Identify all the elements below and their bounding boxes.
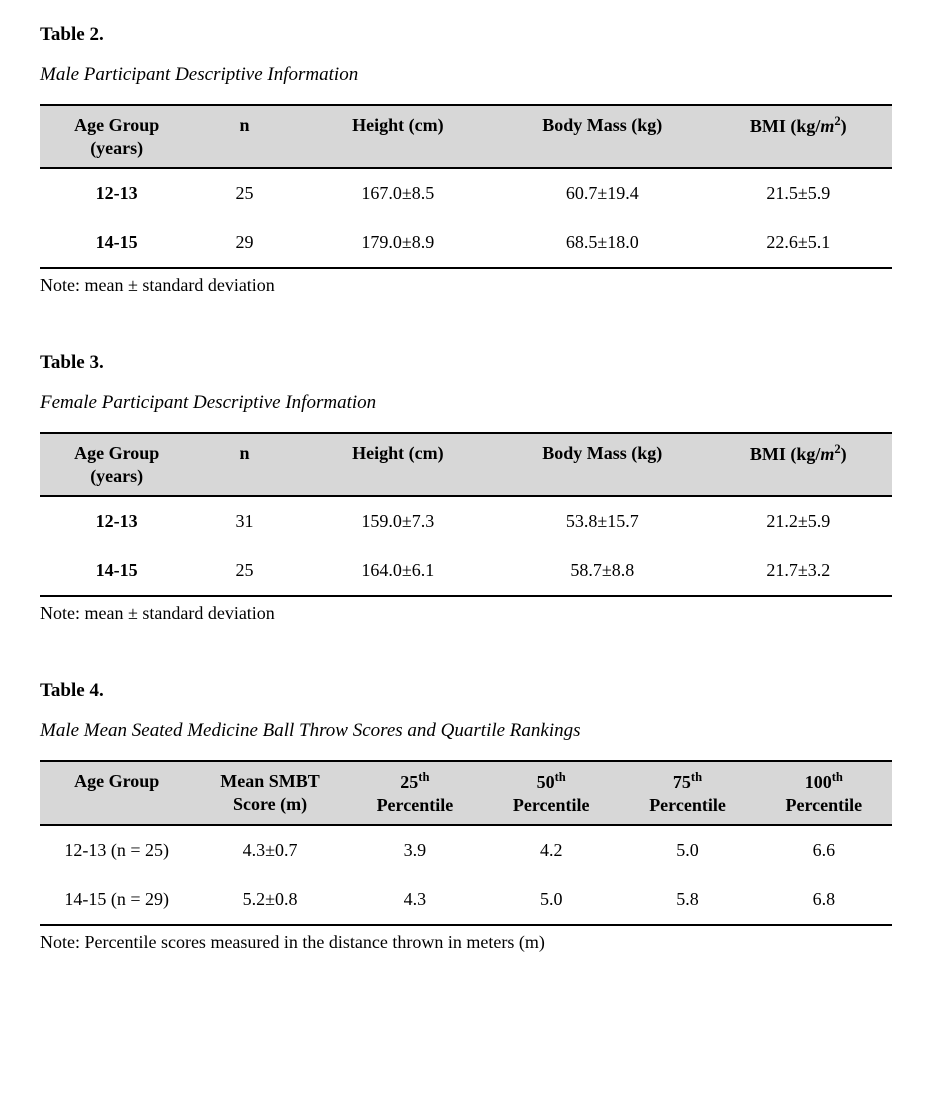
table-2-row-1-head: 14-15 xyxy=(40,218,193,268)
table-2-row-1-cell-0: 29 xyxy=(193,218,295,268)
table-row: 12-1331159.0±7.353.8±15.721.2±5.9 xyxy=(40,496,892,546)
table-4-body: 12-13 (n = 25)4.3±0.73.94.25.06.614-15 (… xyxy=(40,825,892,925)
table-2-row-0-cell-2: 60.7±19.4 xyxy=(500,168,704,218)
table-2-row-1-cell-2: 68.5±18.0 xyxy=(500,218,704,268)
table-2-col-0: Age Group(years) xyxy=(40,105,193,168)
table-2-col-3: Body Mass (kg) xyxy=(500,105,704,168)
table-2-row-1-cell-1: 179.0±8.9 xyxy=(296,218,500,268)
table-row: 14-1529179.0±8.968.5±18.022.6±5.1 xyxy=(40,218,892,268)
table-3-row-1-head: 14-15 xyxy=(40,546,193,596)
table-4-row-1-cell-0: 5.2±0.8 xyxy=(193,875,346,925)
table-2-head: Age Group(years)nHeight (cm)Body Mass (k… xyxy=(40,105,892,168)
table-4-col-5: 100thPercentile xyxy=(756,761,892,825)
table-3-block: Table 3. Female Participant Descriptive … xyxy=(40,352,892,624)
table-4-row-1-head: 14-15 (n = 29) xyxy=(40,875,193,925)
table-row: 14-15 (n = 29)5.2±0.84.35.05.86.8 xyxy=(40,875,892,925)
table-4-row-0-head: 12-13 (n = 25) xyxy=(40,825,193,875)
table-4-col-1: Mean SMBTScore (m) xyxy=(193,761,346,825)
table-2-row-0-head: 12-13 xyxy=(40,168,193,218)
table-3-col-2: Height (cm) xyxy=(296,433,500,496)
table-3-row-1-cell-3: 21.7±3.2 xyxy=(705,546,892,596)
table-3: Age Group(years)nHeight (cm)Body Mass (k… xyxy=(40,432,892,597)
table-3-row-1-cell-2: 58.7±8.8 xyxy=(500,546,704,596)
table-3-head: Age Group(years)nHeight (cm)Body Mass (k… xyxy=(40,433,892,496)
table-3-row-1-cell-1: 164.0±6.1 xyxy=(296,546,500,596)
table-2-row-0-cell-0: 25 xyxy=(193,168,295,218)
table-2-head-row: Age Group(years)nHeight (cm)Body Mass (k… xyxy=(40,105,892,168)
table-2-block: Table 2. Male Participant Descriptive In… xyxy=(40,24,892,296)
table-3-caption: Female Participant Descriptive Informati… xyxy=(40,392,892,414)
table-2-body: 12-1325167.0±8.560.7±19.421.5±5.914-1529… xyxy=(40,168,892,268)
table-4-col-0: Age Group xyxy=(40,761,193,825)
table-4-row-0-cell-0: 4.3±0.7 xyxy=(193,825,346,875)
table-2-note: Note: mean ± standard deviation xyxy=(40,275,892,296)
table-2-row-0-cell-3: 21.5±5.9 xyxy=(705,168,892,218)
table-4-row-1-cell-4: 6.8 xyxy=(756,875,892,925)
table-4-row-1-cell-1: 4.3 xyxy=(347,875,483,925)
table-3-row-0-cell-0: 31 xyxy=(193,496,295,546)
table-4-row-0-cell-2: 4.2 xyxy=(483,825,619,875)
table-4-head: Age GroupMean SMBTScore (m)25thPercentil… xyxy=(40,761,892,825)
table-4-label: Table 4. xyxy=(40,680,892,702)
table-4-row-0-cell-4: 6.6 xyxy=(756,825,892,875)
table-4-caption: Male Mean Seated Medicine Ball Throw Sco… xyxy=(40,720,892,742)
table-4-block: Table 4. Male Mean Seated Medicine Ball … xyxy=(40,680,892,953)
table-4-row-0-cell-1: 3.9 xyxy=(347,825,483,875)
table-2-col-4: BMI (kg/m2) xyxy=(705,105,892,168)
table-2-label: Table 2. xyxy=(40,24,892,46)
table-4-row-1-cell-2: 5.0 xyxy=(483,875,619,925)
table-4-row-1-cell-3: 5.8 xyxy=(619,875,755,925)
table-row: 12-13 (n = 25)4.3±0.73.94.25.06.6 xyxy=(40,825,892,875)
table-2-row-0-cell-1: 167.0±8.5 xyxy=(296,168,500,218)
table-4-col-2: 25thPercentile xyxy=(347,761,483,825)
table-3-row-0-head: 12-13 xyxy=(40,496,193,546)
page: Table 2. Male Participant Descriptive In… xyxy=(0,0,932,993)
table-4-head-row: Age GroupMean SMBTScore (m)25thPercentil… xyxy=(40,761,892,825)
table-2-caption: Male Participant Descriptive Information xyxy=(40,64,892,86)
table-3-col-1: n xyxy=(193,433,295,496)
table-2-col-2: Height (cm) xyxy=(296,105,500,168)
table-2-col-1: n xyxy=(193,105,295,168)
table-4-row-0-cell-3: 5.0 xyxy=(619,825,755,875)
table-3-body: 12-1331159.0±7.353.8±15.721.2±5.914-1525… xyxy=(40,496,892,596)
table-3-row-0-cell-2: 53.8±15.7 xyxy=(500,496,704,546)
table-3-head-row: Age Group(years)nHeight (cm)Body Mass (k… xyxy=(40,433,892,496)
table-3-row-1-cell-0: 25 xyxy=(193,546,295,596)
table-4-col-4: 75thPercentile xyxy=(619,761,755,825)
table-3-note: Note: mean ± standard deviation xyxy=(40,603,892,624)
table-3-row-0-cell-1: 159.0±7.3 xyxy=(296,496,500,546)
table-2-row-1-cell-3: 22.6±5.1 xyxy=(705,218,892,268)
table-row: 14-1525164.0±6.158.7±8.821.7±3.2 xyxy=(40,546,892,596)
table-3-col-3: Body Mass (kg) xyxy=(500,433,704,496)
table-row: 12-1325167.0±8.560.7±19.421.5±5.9 xyxy=(40,168,892,218)
table-2: Age Group(years)nHeight (cm)Body Mass (k… xyxy=(40,104,892,269)
table-4-col-3: 50thPercentile xyxy=(483,761,619,825)
table-3-label: Table 3. xyxy=(40,352,892,374)
table-3-row-0-cell-3: 21.2±5.9 xyxy=(705,496,892,546)
table-3-col-0: Age Group(years) xyxy=(40,433,193,496)
table-4: Age GroupMean SMBTScore (m)25thPercentil… xyxy=(40,760,892,926)
table-3-col-4: BMI (kg/m2) xyxy=(705,433,892,496)
table-4-note: Note: Percentile scores measured in the … xyxy=(40,932,892,953)
